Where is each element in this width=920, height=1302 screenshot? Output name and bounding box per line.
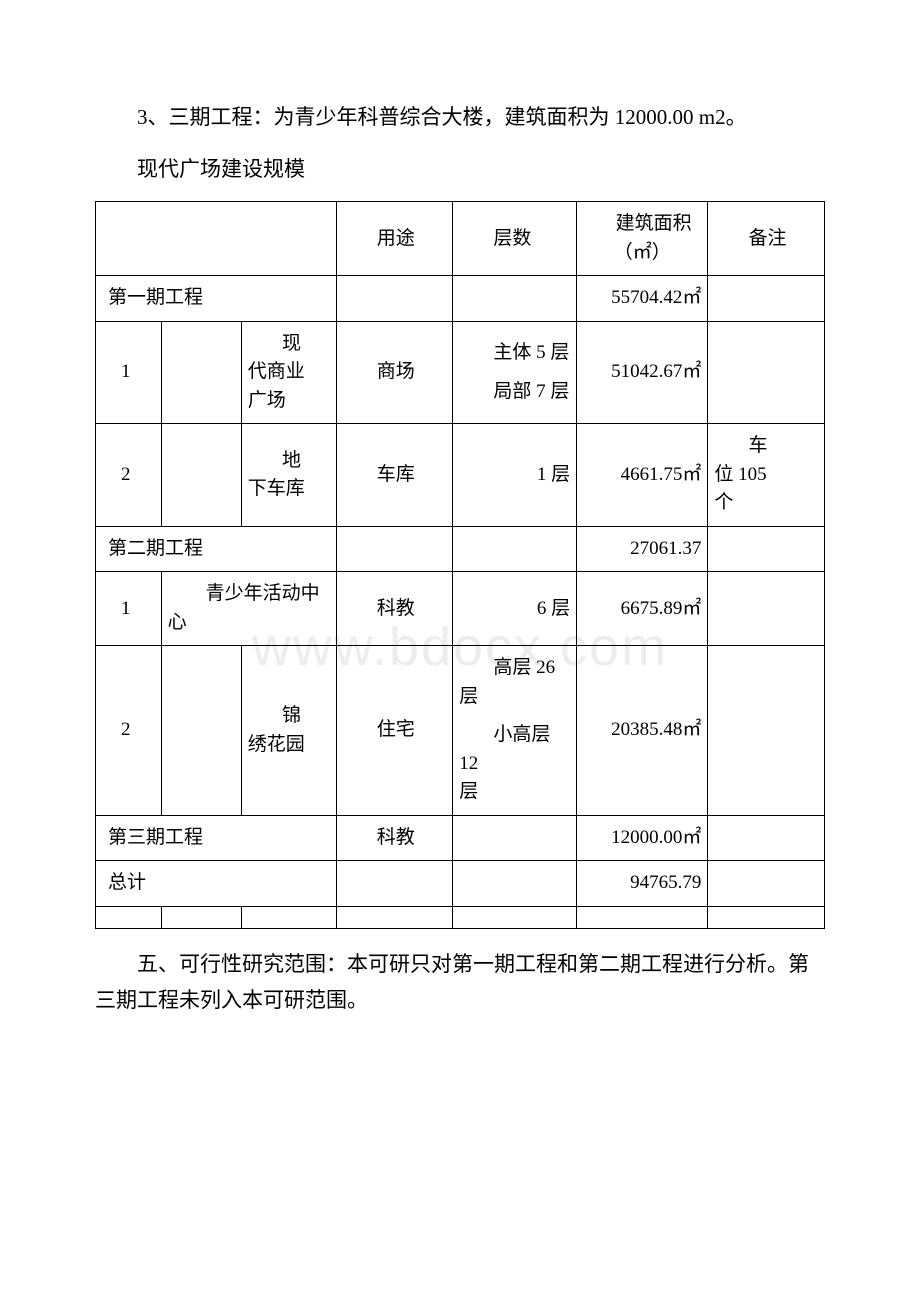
phase2-row: 第二期工程 27061.37 xyxy=(96,526,825,572)
row3-name: 青少年活动中心 xyxy=(161,572,336,646)
row-1: 1 现代商业广场 商场 主体 5 层局部 7 层 51042.67㎡ xyxy=(96,321,825,424)
table-header-row: 用途 层数 建筑面积（㎡） 备注 xyxy=(96,202,825,276)
phase3-area: 12000.00㎡ xyxy=(577,815,708,861)
row2-name: 地下车库 xyxy=(241,424,336,527)
col-floors: 层数 xyxy=(453,202,577,276)
row1-area: 51042.67㎡ xyxy=(577,321,708,424)
row-2: 2 地下车库 车库 1 层 4661.75㎡ 车位 105个 xyxy=(96,424,825,527)
row4-no: 2 xyxy=(96,646,162,816)
phase3-row: 第三期工程 科教 12000.00㎡ xyxy=(96,815,825,861)
row-3: 1 青少年活动中心 科教 6 层 6675.89㎡ xyxy=(96,572,825,646)
row2-use: 车库 xyxy=(336,424,453,527)
paragraph-conclusion: 五、可行性研究范围：本可研只对第一期工程和第二期工程进行分析。第三期工程未列入本… xyxy=(95,947,825,1018)
phase1-row: 第一期工程 55704.42㎡ xyxy=(96,276,825,322)
row4-name: 锦绣花园 xyxy=(241,646,336,816)
row2-no: 2 xyxy=(96,424,162,527)
row2-floors: 1 层 xyxy=(453,424,577,527)
total-label: 总计 xyxy=(96,861,337,907)
row2-area: 4661.75㎡ xyxy=(577,424,708,527)
table-title: 现代广场建设规模 xyxy=(95,152,825,188)
col-note: 备注 xyxy=(708,202,825,276)
row4-use: 住宅 xyxy=(336,646,453,816)
row1-use: 商场 xyxy=(336,321,453,424)
row-4: 2 锦绣花园 住宅 高层 26 层小高层 12层 20385.48㎡ xyxy=(96,646,825,816)
phase2-label: 第二期工程 xyxy=(96,526,337,572)
row4-floors: 高层 26 层小高层 12层 xyxy=(453,646,577,816)
col-area: 建筑面积（㎡） xyxy=(577,202,708,276)
total-area: 94765.79 xyxy=(577,861,708,907)
row2-note: 车位 105个 xyxy=(708,424,825,527)
phase3-use: 科教 xyxy=(336,815,453,861)
phase1-area: 55704.42㎡ xyxy=(577,276,708,322)
page-content: 3、三期工程：为青少年科普综合大楼，建筑面积为 12000.00 m2。 现代广… xyxy=(95,100,825,1018)
row1-floors: 主体 5 层局部 7 层 xyxy=(453,321,577,424)
row1-name: 现代商业广场 xyxy=(241,321,336,424)
col-use: 用途 xyxy=(336,202,453,276)
scale-table: 用途 层数 建筑面积（㎡） 备注 第一期工程 55704.42㎡ 1 现代商业广… xyxy=(95,201,825,929)
phase3-label: 第三期工程 xyxy=(96,815,337,861)
phase1-label: 第一期工程 xyxy=(96,276,337,322)
total-row: 总计 94765.79 xyxy=(96,861,825,907)
row3-use: 科教 xyxy=(336,572,453,646)
row3-floors: 6 层 xyxy=(453,572,577,646)
row1-no: 1 xyxy=(96,321,162,424)
row4-area: 20385.48㎡ xyxy=(577,646,708,816)
empty-row xyxy=(96,906,825,928)
paragraph-intro: 3、三期工程：为青少年科普综合大楼，建筑面积为 12000.00 m2。 xyxy=(95,100,825,136)
row3-no: 1 xyxy=(96,572,162,646)
phase2-area: 27061.37 xyxy=(577,526,708,572)
row3-area: 6675.89㎡ xyxy=(577,572,708,646)
